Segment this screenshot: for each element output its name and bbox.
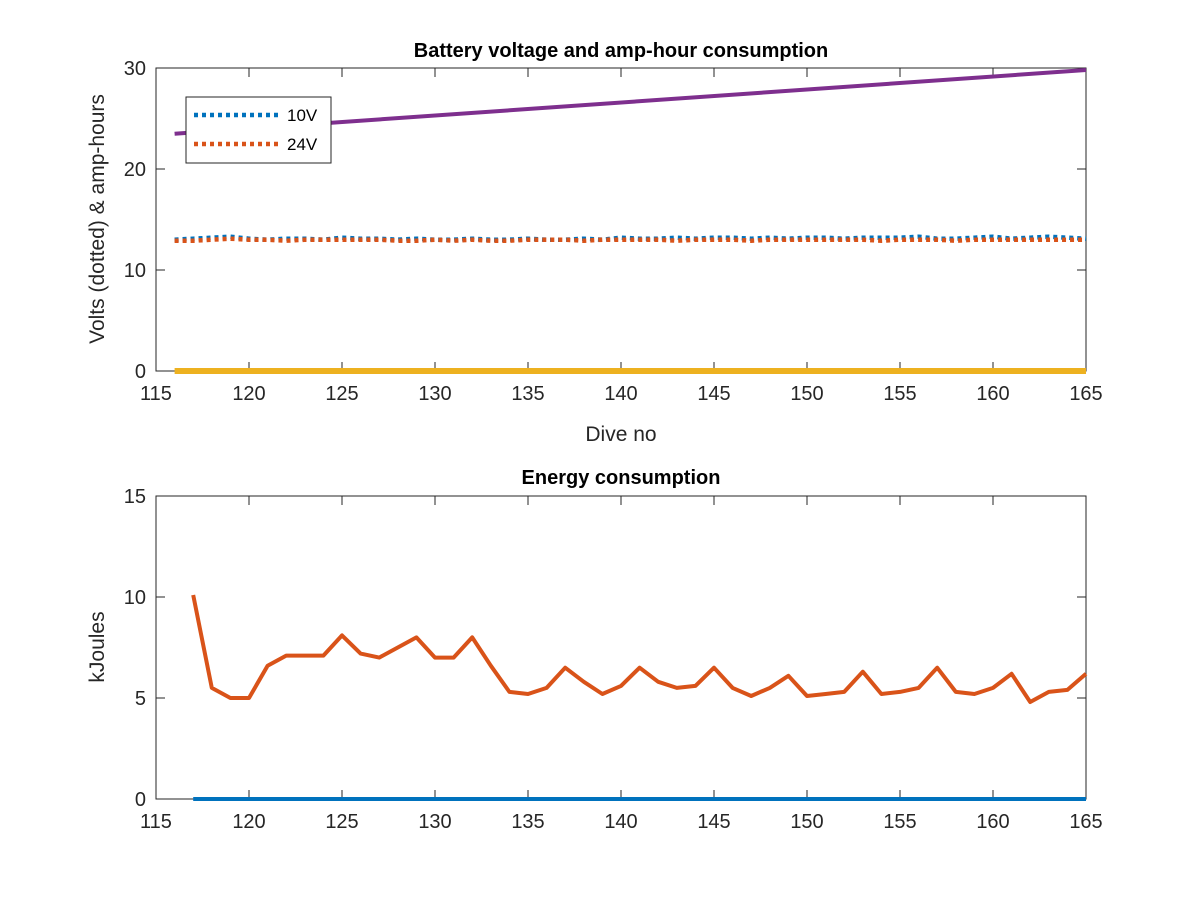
top-x-tick-label: 155: [883, 383, 916, 405]
bottom-x-tick-label: 130: [418, 811, 451, 833]
top-y-tick-label: 20: [124, 159, 146, 181]
bottom-y-axis-label: kJoules: [86, 611, 109, 682]
top-chart-title: Battery voltage and amp-hour consumption: [414, 40, 828, 62]
bottom-x-tick-label: 120: [232, 811, 265, 833]
bottom-x-tick-label: 125: [325, 811, 358, 833]
top-x-tick-label: 130: [418, 383, 451, 405]
top-axes: Battery voltage and amp-hour consumption…: [86, 40, 1103, 446]
bottom-chart-title: Energy consumption: [522, 467, 721, 489]
top-y-tick-label: 10: [124, 260, 146, 282]
bottom-y-tick-label: 5: [135, 688, 146, 710]
bottom-x-tick-label: 115: [140, 811, 172, 833]
legend-label-10v: 10V: [287, 106, 318, 125]
top-x-tick-label: 120: [232, 383, 265, 405]
top-x-tick-label: 160: [976, 383, 1009, 405]
top-y-tick-label: 30: [124, 58, 146, 80]
top-y-axis-label: Volts (dotted) & amp-hours: [86, 94, 109, 344]
top-x-tick-label: 135: [511, 383, 544, 405]
bottom-y-tick-label: 10: [124, 587, 146, 609]
bottom-y-tick-label: 15: [124, 486, 146, 508]
top-x-tick-label: 140: [604, 383, 637, 405]
bottom-axes: Energy consumption kJoules 115 120 125 130 1…: [86, 467, 1103, 833]
top-legend: 10V 24V: [185, 96, 332, 164]
bottom-axes-frame: [155, 495, 1087, 800]
bottom-x-tick-label: 140: [604, 811, 637, 833]
top-x-tick-label: 115: [140, 383, 172, 405]
top-x-tick-label: 165: [1069, 383, 1102, 405]
bottom-x-tick-label: 150: [790, 811, 823, 833]
top-x-tick-label: 125: [325, 383, 358, 405]
bottom-y-tick-label: 0: [135, 789, 146, 811]
bottom-x-tick-label: 155: [883, 811, 916, 833]
top-x-tick-label: 150: [790, 383, 823, 405]
top-y-tick-label: 0: [135, 361, 146, 383]
bottom-series-line-2: [191, 594, 1088, 704]
bottom-x-tick-label: 135: [511, 811, 544, 833]
bottom-x-tick-label: 145: [697, 811, 730, 833]
legend-label-24v: 24V: [287, 135, 318, 154]
bottom-x-tick-label: 160: [976, 811, 1009, 833]
top-x-axis-label: Dive no: [585, 423, 656, 446]
top-series-line-24v: [174, 236, 1086, 243]
bottom-x-tick-label: 165: [1069, 811, 1102, 833]
top-x-tick-label: 145: [697, 383, 730, 405]
legend-box: [185, 96, 332, 164]
